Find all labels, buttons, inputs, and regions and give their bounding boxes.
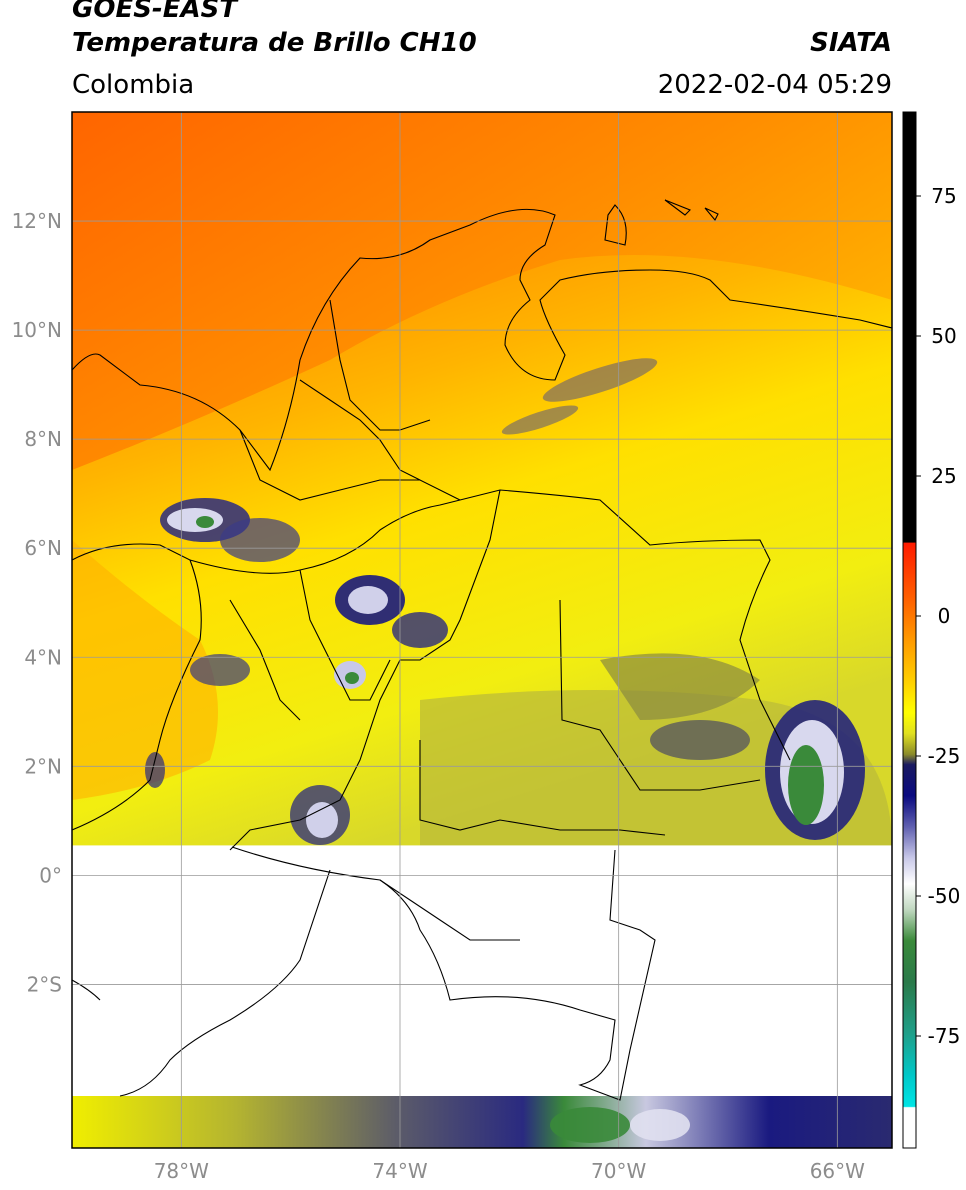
latitude-labels: 12°N 10°N 8°N 6°N 4°N 2°N 0° 2°S <box>12 209 62 996</box>
brand-label: SIATA <box>810 28 892 58</box>
colorbar-tick-label: -50 <box>928 884 961 908</box>
timestamp-label: 2022-02-04 05:29 <box>657 70 892 100</box>
region-label: Colombia <box>72 70 195 100</box>
colorbar-tick-label: 50 <box>931 324 956 348</box>
coastlines-borders <box>72 199 892 1101</box>
longitude-labels: 78°W 74°W 70°W 66°W <box>154 1159 865 1183</box>
map-frame <box>71 111 893 1149</box>
latitude-tick-label: 12°N <box>12 209 62 233</box>
field-bottom-strip <box>72 1096 892 1148</box>
longitude-tick-label: 70°W <box>591 1159 646 1183</box>
latitude-tick-label: 2°S <box>27 972 62 996</box>
latitude-tick-label: 6°N <box>24 536 62 560</box>
latitude-tick-label: 10°N <box>12 318 62 342</box>
missing-data-band <box>72 845 892 1094</box>
longitude-tick-label: 78°W <box>154 1159 209 1183</box>
latitude-tick-label: 0° <box>39 863 62 887</box>
latitude-tick-label: 8°N <box>24 427 62 451</box>
colorbar-tick-label: 75 <box>931 184 956 208</box>
longitude-tick-label: 74°W <box>372 1159 427 1183</box>
gridlines <box>72 112 892 1148</box>
cloud-cell-choco-core <box>167 508 223 532</box>
colorbar-tick-label: 0 <box>938 604 951 628</box>
colorbar-ticks: 75 50 25 0 -25 -50 -75 <box>916 184 960 1048</box>
field-warm-caribbean <box>72 112 892 470</box>
colorbar-tick-label: 25 <box>931 464 956 488</box>
cloud-east <box>600 653 760 720</box>
temperature-field <box>72 112 892 1148</box>
colorbar <box>902 111 917 1149</box>
latitude-tick-label: 4°N <box>24 645 62 669</box>
title-product: Temperatura de Brillo CH10 <box>72 28 477 58</box>
latitude-tick-label: 2°N <box>24 754 62 778</box>
colorbar-tick-label: -25 <box>928 744 961 768</box>
longitude-tick-label: 66°W <box>810 1159 865 1183</box>
title-satellite: GOES-EAST <box>72 0 238 24</box>
colorbar-tick-label: -75 <box>928 1024 961 1048</box>
